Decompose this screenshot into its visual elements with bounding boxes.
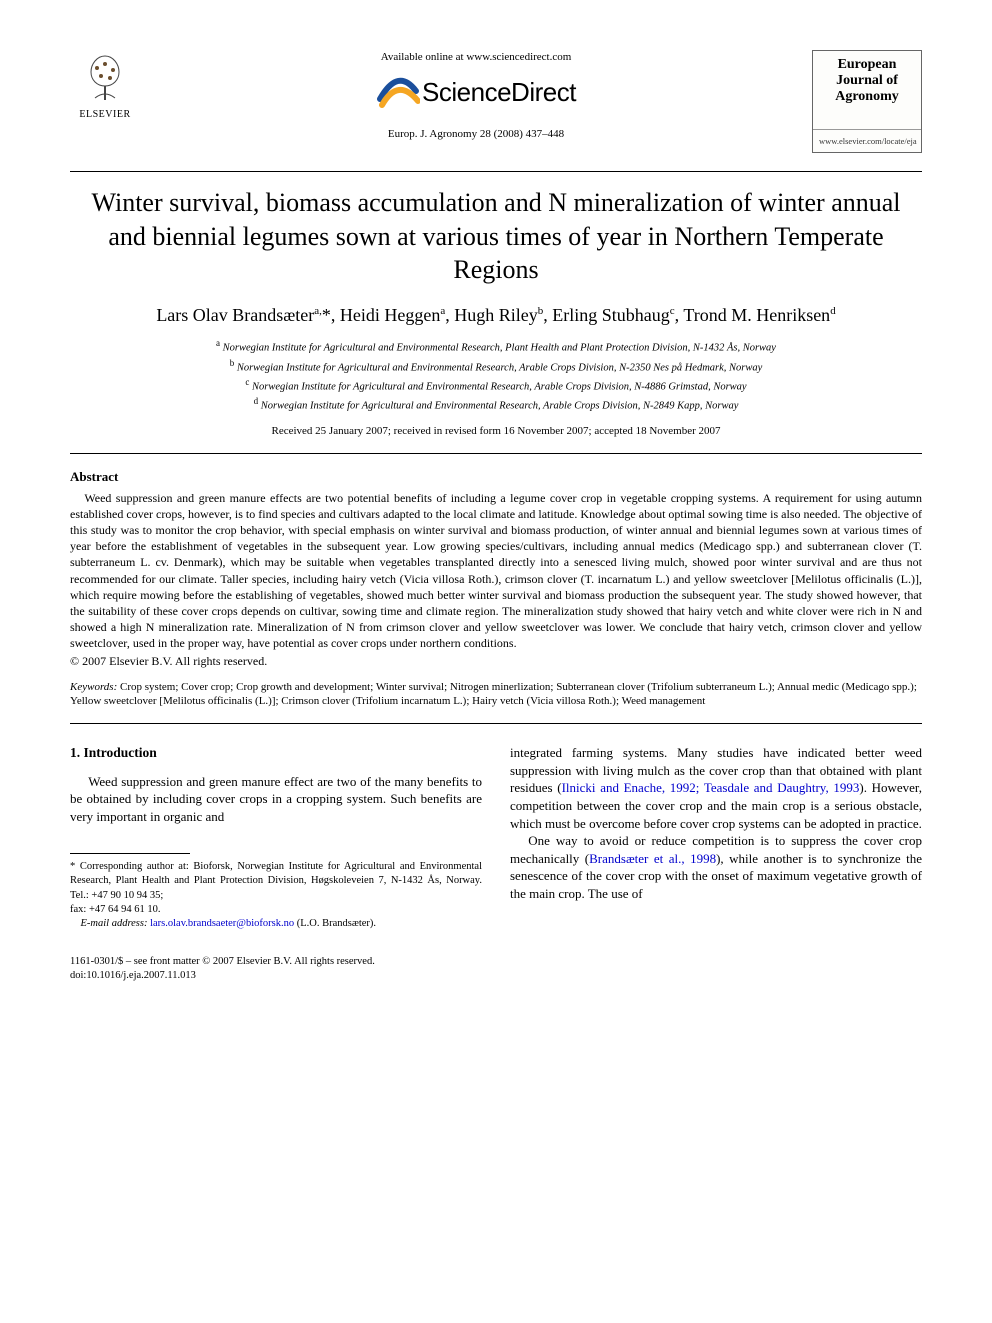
affiliation-line: d Norwegian Institute for Agricultural a… — [70, 395, 922, 414]
citation-link-1[interactable]: Ilnicki and Enache, 1992; Teasdale and D… — [562, 780, 860, 795]
journal-reference: Europ. J. Agronomy 28 (2008) 437–448 — [160, 127, 792, 142]
abstract-heading: Abstract — [70, 468, 922, 486]
rule-after-dates — [70, 453, 922, 454]
keywords: Keywords: Crop system; Cover crop; Crop … — [70, 680, 922, 710]
footer-issn: 1161-0301/$ – see front matter © 2007 El… — [70, 955, 922, 969]
affiliation-line: c Norwegian Institute for Agricultural a… — [70, 376, 922, 395]
left-column: 1. Introduction Weed suppression and gre… — [70, 744, 482, 931]
journal-cover-title: European Journal of Agronomy — [819, 57, 915, 105]
abstract-body: Weed suppression and green manure effect… — [70, 490, 922, 652]
sd-swoosh-icon — [376, 71, 420, 115]
elsevier-tree-icon — [77, 50, 133, 106]
elsevier-logo: ELSEVIER — [70, 50, 140, 122]
footer: 1161-0301/$ – see front matter © 2007 El… — [70, 955, 922, 983]
affiliations: a Norwegian Institute for Agricultural a… — [70, 337, 922, 414]
footnote-email-line: E-mail address: lars.olav.brandsaeter@bi… — [70, 917, 482, 931]
authors: Lars Olav Brandsætera,*, Heidi Heggena, … — [70, 303, 922, 327]
intro-right-p2: One way to avoid or reduce competition i… — [510, 832, 922, 902]
sciencedirect-name: ScienceDirect — [422, 75, 576, 110]
journal-cover-url: www.elsevier.com/locate/eja — [819, 136, 915, 147]
affiliation-line: b Norwegian Institute for Agricultural a… — [70, 357, 922, 376]
footer-doi: doi:10.1016/j.eja.2007.11.013 — [70, 969, 922, 983]
rule-top — [70, 171, 922, 172]
right-column: integrated farming systems. Many studies… — [510, 744, 922, 931]
elsevier-label: ELSEVIER — [79, 108, 130, 122]
footnote-rule — [70, 853, 190, 854]
body-columns: 1. Introduction Weed suppression and gre… — [70, 744, 922, 931]
keywords-text: Crop system; Cover crop; Crop growth and… — [70, 681, 917, 708]
intro-right-p1: integrated farming systems. Many studies… — [510, 744, 922, 832]
article-dates: Received 25 January 2007; received in re… — [70, 424, 922, 439]
journal-cover: European Journal of Agronomy www.elsevie… — [812, 50, 922, 153]
sciencedirect-logo: ScienceDirect — [160, 71, 792, 115]
article-title: Winter survival, biomass accumulation an… — [70, 186, 922, 287]
footnote-email-suffix: (L.O. Brandsæter). — [297, 918, 376, 929]
sciencedirect-block: Available online at www.sciencedirect.co… — [140, 50, 812, 142]
abstract-text: Weed suppression and green manure effect… — [70, 490, 922, 652]
available-online-text: Available online at www.sciencedirect.co… — [160, 50, 792, 65]
footnote-fax: fax: +47 64 94 61 10. — [70, 903, 482, 917]
footnote-corr: * Corresponding author at: Bioforsk, Nor… — [70, 860, 482, 903]
corresponding-footnote: * Corresponding author at: Bioforsk, Nor… — [70, 860, 482, 931]
keywords-label: Keywords: — [70, 681, 117, 693]
abstract-copyright: © 2007 Elsevier B.V. All rights reserved… — [70, 653, 922, 669]
header-row: ELSEVIER Available online at www.science… — [70, 50, 922, 153]
footnote-email-link[interactable]: lars.olav.brandsaeter@bioforsk.no — [150, 918, 294, 929]
intro-left-p1: Weed suppression and green manure effect… — [70, 773, 482, 826]
footnote-email-label: E-mail address: — [81, 918, 148, 929]
section-heading-intro: 1. Introduction — [70, 744, 482, 762]
cover-divider — [813, 129, 921, 130]
rule-after-keywords — [70, 723, 922, 724]
citation-link-2[interactable]: Brandsæter et al., 1998 — [589, 851, 716, 866]
affiliation-line: a Norwegian Institute for Agricultural a… — [70, 337, 922, 356]
